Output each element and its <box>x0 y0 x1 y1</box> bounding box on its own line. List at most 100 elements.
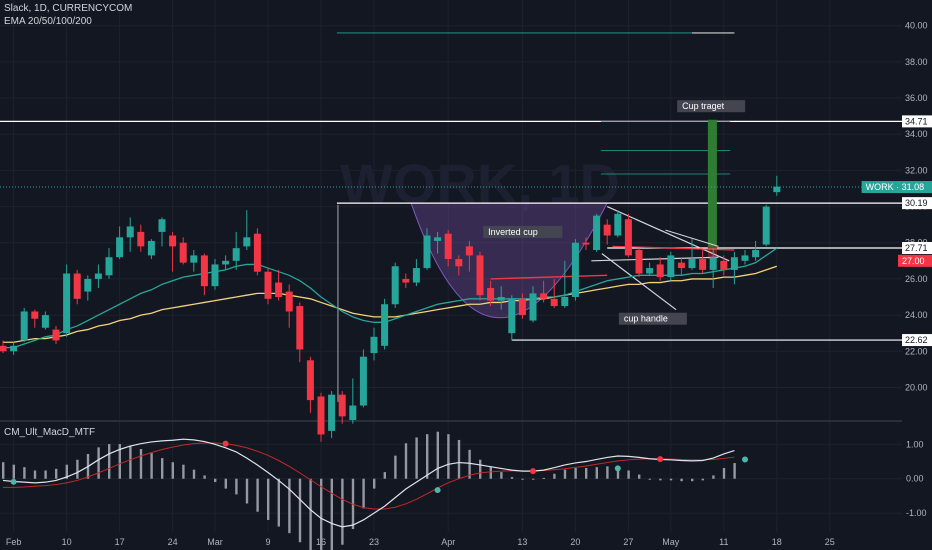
candle-body <box>116 237 124 258</box>
candle-body <box>434 237 442 241</box>
candle-body <box>720 260 728 270</box>
candle-body <box>444 233 452 260</box>
handle-line <box>612 245 735 251</box>
candle-body <box>730 257 738 270</box>
macd-histogram-bar <box>447 434 450 479</box>
price-tag <box>898 254 932 267</box>
time-axis-tick: 9 <box>265 537 270 547</box>
candle-body <box>147 240 155 256</box>
macd-histogram-bar <box>2 462 5 479</box>
macd-histogram-bar <box>182 464 185 479</box>
candle-body <box>423 235 431 269</box>
macd-histogram-bar <box>404 443 408 479</box>
candle-body <box>158 219 166 232</box>
macd-histogram-bar <box>320 478 323 550</box>
candle-body <box>487 287 495 301</box>
candle-body <box>41 315 49 328</box>
macd-histogram-bar <box>33 470 37 479</box>
macd-histogram-bar <box>309 478 312 550</box>
price-axis-tick: 22.00 <box>905 346 928 356</box>
macd-histogram-bar <box>224 478 227 489</box>
macd-histogram-bar <box>659 478 662 481</box>
handle-line <box>591 256 719 262</box>
macd-histogram-bar <box>76 459 79 479</box>
macd-histogram-bar <box>214 478 217 483</box>
macd-histogram-bar <box>65 464 68 479</box>
candle-body <box>0 345 7 352</box>
macd-histogram-bar <box>150 453 153 479</box>
ema20-line <box>3 247 778 349</box>
time-axis-tick: Feb <box>6 537 22 547</box>
candle-body <box>253 233 261 272</box>
symbol-title: Slack, 1D, CURRENCYCOM <box>4 3 133 14</box>
macd-histogram-bar <box>701 478 704 481</box>
level-tag <box>902 334 932 347</box>
time-axis-tick: 20 <box>570 537 580 547</box>
macd-cross-dot <box>434 487 441 494</box>
candle-body <box>94 273 102 279</box>
macd-histogram-bar <box>373 478 376 489</box>
level-tag-label: 30.19 <box>905 198 928 208</box>
macd-histogram-bar <box>627 470 630 479</box>
candle-body <box>349 405 357 420</box>
macd-histogram-bar <box>680 478 683 482</box>
handle-line <box>606 206 730 262</box>
macd-histogram-bar <box>235 478 238 495</box>
macd-histogram-bar <box>383 472 386 479</box>
candle-body <box>455 259 463 267</box>
candle-body <box>243 237 251 247</box>
candle-body <box>52 329 60 341</box>
handle-line <box>601 253 677 311</box>
candle-body <box>306 360 314 401</box>
time-axis-tick: 24 <box>168 537 178 547</box>
macd-histogram-bar <box>500 472 503 479</box>
candle-body <box>699 259 707 270</box>
time-axis-tick: 18 <box>772 537 782 547</box>
annotation-box <box>483 225 563 238</box>
price-axis-bg <box>902 0 932 550</box>
cup-target-bar <box>707 119 717 249</box>
macd-cross-dot <box>657 456 664 463</box>
candle-body <box>264 271 272 299</box>
candle-body <box>169 235 177 247</box>
support-line <box>490 274 608 280</box>
macd-histogram-bar <box>192 469 196 479</box>
candle-body <box>63 273 71 334</box>
candle-body <box>677 262 685 269</box>
macd-histogram-bar <box>161 458 164 479</box>
macd-histogram-bar <box>648 478 651 480</box>
level-tag-label: 34.71 <box>905 116 928 126</box>
macd-histogram-bar <box>574 467 577 479</box>
macd-cross-dot <box>742 456 748 463</box>
annotation-label: Inverted cup <box>488 227 538 237</box>
macd-histogram-bar <box>139 449 143 479</box>
level-tag-label: 22.62 <box>905 335 928 345</box>
candle-body <box>232 248 240 261</box>
macd-histogram-bar <box>203 475 206 479</box>
macd-histogram-bar <box>362 478 365 509</box>
macd-cross-dot <box>530 468 536 475</box>
price-axis-tick: 26.00 <box>905 274 928 284</box>
candle-body <box>561 297 569 307</box>
macd-line <box>2 438 735 528</box>
indicator-title: CM_Ult_MacD_MTF <box>4 427 96 438</box>
price-axis-tick: 20.00 <box>905 382 928 392</box>
time-axis-tick: May <box>662 537 680 547</box>
candle-body <box>540 293 548 299</box>
candle-body <box>84 278 92 292</box>
candle-body <box>571 242 579 298</box>
time-axis-tick: 23 <box>369 537 379 547</box>
candle-body <box>179 242 187 263</box>
price-axis-tick: 32.00 <box>905 165 928 175</box>
macd-histogram-bar <box>712 475 715 479</box>
candle-body <box>285 291 293 312</box>
candle-body <box>646 268 654 274</box>
annotation-box <box>618 312 687 325</box>
time-axis-tick: Mar <box>207 537 223 547</box>
macd-histogram-bar <box>245 478 249 504</box>
candle-body <box>752 249 760 258</box>
level-tag <box>902 197 932 210</box>
candle-body <box>328 394 336 431</box>
macd-histogram-bar <box>638 474 641 479</box>
